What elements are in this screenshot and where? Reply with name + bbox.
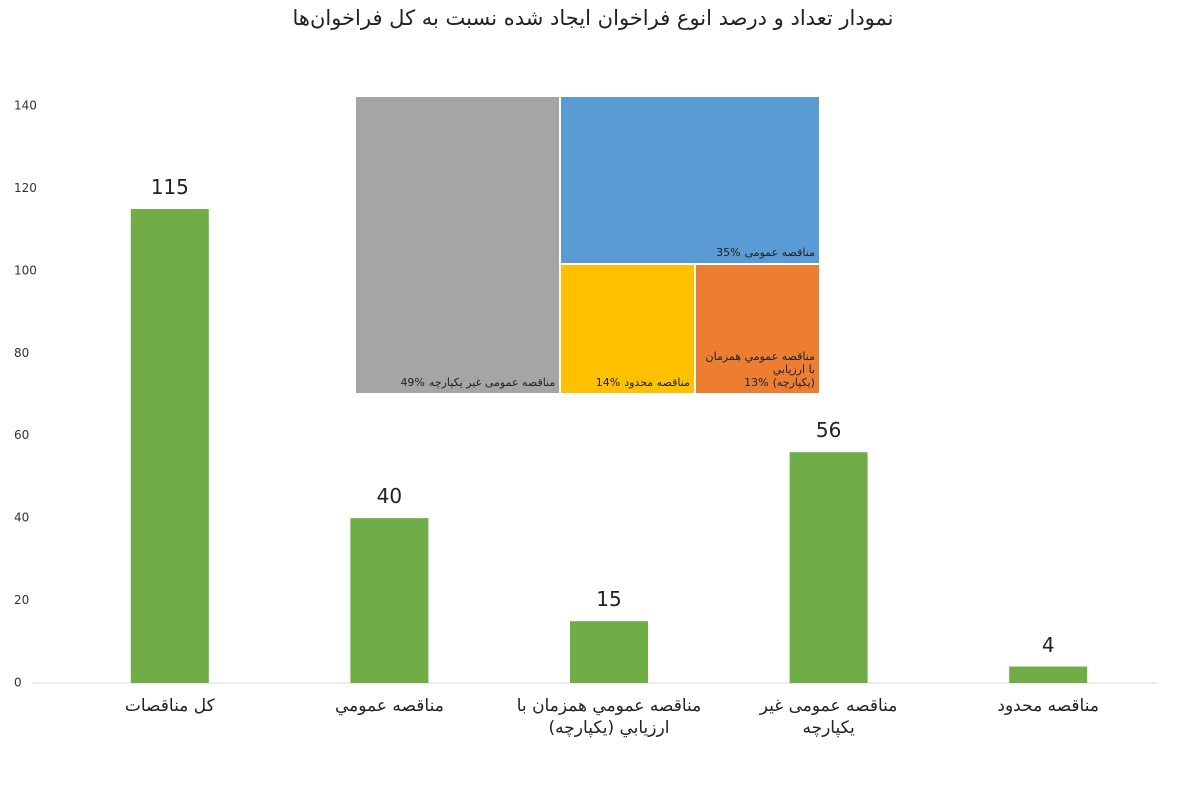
tile-value: 49%: [400, 376, 425, 389]
tile-label: مناقصه عمومی غیر یکپارچه49%: [360, 376, 555, 389]
x-tick-label: مناقصه محدود: [997, 696, 1099, 716]
tile-name: مناقصه عمومي همزمان با ارزيابي (يكپارچه): [705, 349, 815, 389]
treemap-tile: مناقصه محدود14%: [560, 264, 695, 394]
bar: [130, 209, 209, 684]
value-label: 115: [150, 175, 189, 200]
y-tick-label: 140: [14, 99, 37, 113]
y-tick-label: 60: [14, 428, 29, 442]
x-tick-label: کل مناقصات: [124, 696, 215, 716]
tile-name: مناقصه عمومی غیر یکپارچه: [428, 376, 556, 389]
chart-title: نمودار تعداد و درصد انوع فراخوان ایجاد ش…: [292, 6, 894, 30]
treemap-tile: مناقصه عمومی غیر یکپارچه49%: [355, 96, 561, 394]
value-label: 56: [815, 418, 842, 443]
x-tick-label: مناقصه عمومي همزمان با ارزيابي (يكپارچه): [516, 696, 702, 738]
y-tick-label: 0: [14, 676, 22, 690]
value-label: 40: [376, 484, 403, 509]
tile-label: مناقصه عمومی35%: [565, 246, 815, 259]
value-label: 15: [596, 587, 622, 612]
bar: [350, 518, 429, 683]
treemap-tile: مناقصه عمومي همزمان با ارزيابي (يكپارچه)…: [694, 264, 820, 394]
value-label: 4: [1041, 632, 1055, 657]
treemap-tile: مناقصه عمومی35%: [560, 96, 820, 265]
tile-value: 14%: [595, 375, 621, 389]
tile-value: 35%: [716, 246, 741, 260]
y-tick-label: 80: [14, 346, 29, 360]
bar: [570, 621, 648, 683]
y-tick-label: 20: [14, 593, 29, 607]
y-tick-label: 100: [14, 263, 37, 277]
x-tick-label: مناقصه عمومي: [334, 696, 444, 716]
tile-label: مناقصه محدود14%: [565, 376, 690, 389]
y-tick-label: 120: [14, 181, 37, 195]
tile-name: مناقصه محدود: [624, 375, 690, 389]
tile-value: 13%: [744, 375, 769, 389]
x-tick-label: مناقصه عمومی غیر یکپارچه: [759, 696, 898, 738]
bar: [789, 452, 868, 683]
y-tick-label: 40: [14, 511, 29, 525]
tile-label: مناقصه عمومي همزمان با ارزيابي (يكپارچه)…: [700, 350, 815, 389]
tile-name: مناقصه عمومی: [744, 246, 815, 260]
bar: [1009, 666, 1088, 683]
